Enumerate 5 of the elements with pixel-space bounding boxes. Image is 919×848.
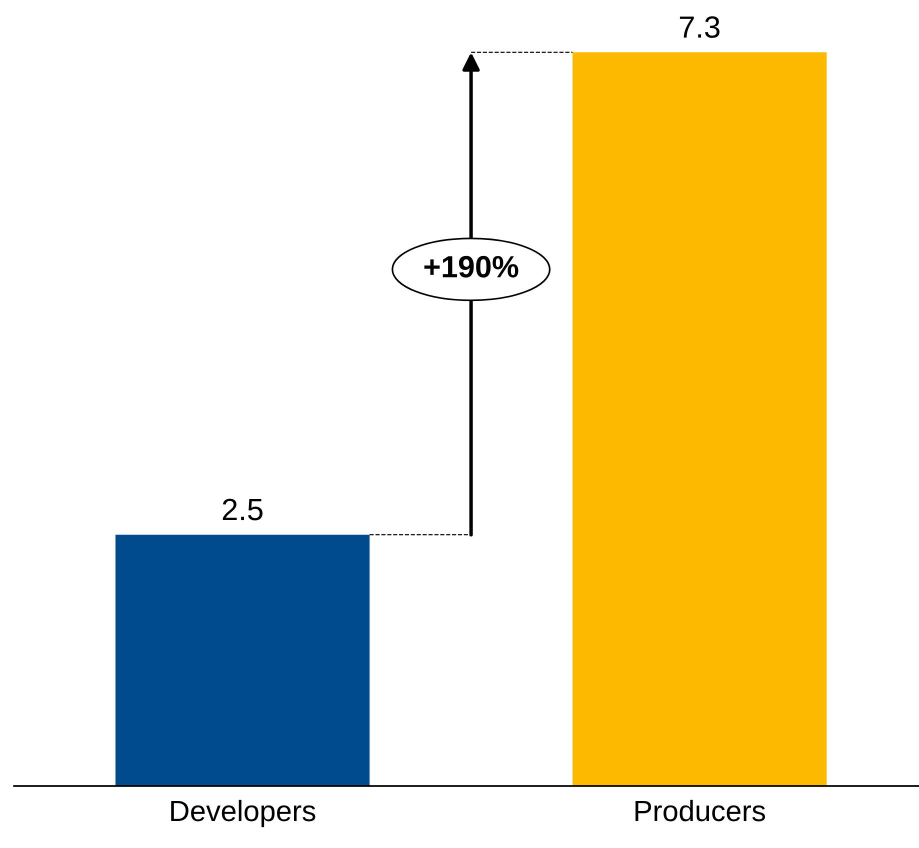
annotation: +190% bbox=[424, 256, 518, 278]
x-tick-label: Developers bbox=[171, 800, 316, 828]
data-label: 2.5 bbox=[222, 498, 262, 520]
x-tick-label: Producers bbox=[636, 800, 766, 822]
data-label: 7.3 bbox=[680, 16, 720, 38]
